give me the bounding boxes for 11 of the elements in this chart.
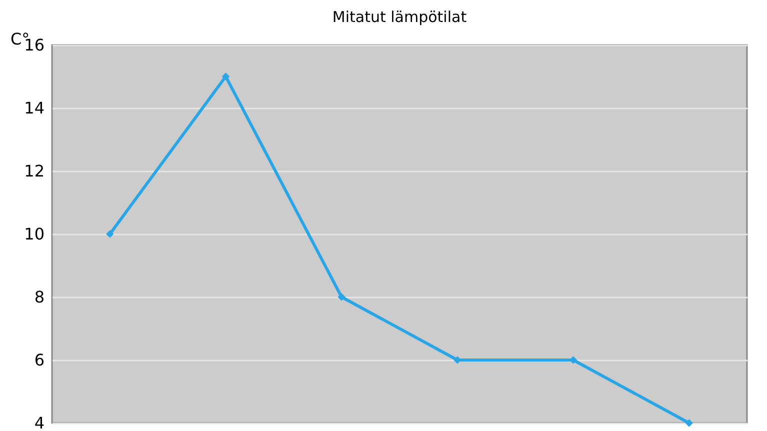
y-tick-label: 4 bbox=[34, 414, 44, 431]
y-tick-label: 10 bbox=[24, 224, 44, 244]
point bbox=[338, 293, 346, 301]
y-tick-label: 6 bbox=[34, 350, 44, 370]
point bbox=[685, 419, 693, 427]
y-tick-label: 14 bbox=[24, 98, 44, 118]
point bbox=[222, 72, 230, 80]
chart-title: Mitatut lämpötilat bbox=[332, 8, 467, 26]
y-tick-label: 8 bbox=[34, 288, 44, 306]
point bbox=[106, 230, 114, 238]
y-tick-label: 12 bbox=[24, 162, 44, 180]
